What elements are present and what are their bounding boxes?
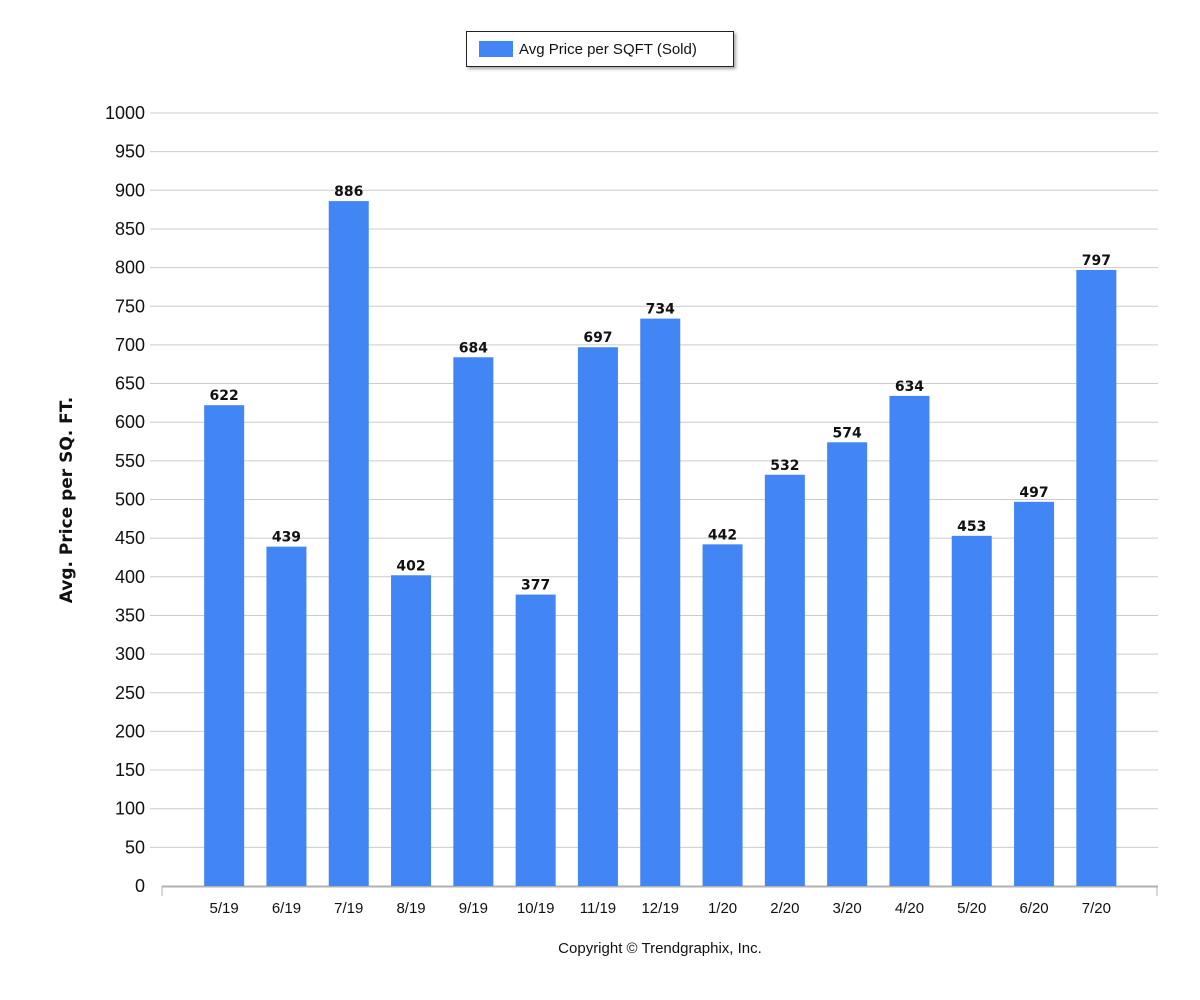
x-tick-label: 12/19 <box>641 900 679 917</box>
x-tick-label: 1/20 <box>708 900 737 917</box>
y-tick-label: 350 <box>115 605 145 625</box>
data-label: 886 <box>334 184 363 200</box>
data-label: 634 <box>895 379 924 395</box>
chart-legend: Avg Price per SQFT (Sold) <box>466 31 734 67</box>
data-label: 439 <box>272 530 301 546</box>
bar-11-19 <box>577 347 618 886</box>
bar-12-19 <box>640 318 681 886</box>
y-tick-label: 200 <box>115 721 145 741</box>
x-tick-label: 7/20 <box>1082 900 1111 917</box>
y-tick-label: 900 <box>115 180 145 200</box>
y-tick-labels: 0 50 100 150 200 250 300 350 400 450 500 550 600 650 7… <box>105 103 145 896</box>
bar-7-19 <box>328 201 369 886</box>
data-label: 622 <box>210 388 239 404</box>
bar-6-19 <box>266 546 307 886</box>
y-tick-label: 300 <box>115 644 145 664</box>
y-tick-label: 600 <box>115 412 145 432</box>
data-label: 442 <box>708 527 737 543</box>
x-tick-label: 5/19 <box>210 900 239 917</box>
y-tick-label: 1000 <box>105 103 145 123</box>
bar-8-19 <box>391 575 432 886</box>
x-tick-label: 11/19 <box>580 900 616 917</box>
legend-swatch <box>479 41 513 57</box>
y-tick-label: 800 <box>115 258 145 278</box>
bar-1-20 <box>702 544 743 886</box>
legend-label: Avg Price per SQFT (Sold) <box>519 40 697 58</box>
y-tick-label: 150 <box>115 760 145 780</box>
x-tick-label: 2/20 <box>770 900 799 917</box>
y-tick-label: 50 <box>125 837 145 857</box>
data-label: 532 <box>770 458 799 474</box>
y-tick-label: 950 <box>115 142 145 162</box>
x-tick-label: 8/19 <box>396 900 425 917</box>
x-tick-label: 9/19 <box>459 900 488 917</box>
data-label: 697 <box>583 330 612 346</box>
y-tick-label: 100 <box>115 799 145 819</box>
data-label: 684 <box>459 340 488 356</box>
bar-2-20 <box>764 474 805 886</box>
bars <box>204 201 1117 886</box>
x-tick-label: 6/20 <box>1019 900 1048 917</box>
data-label: 797 <box>1082 253 1111 269</box>
y-tick-label: 750 <box>115 296 145 316</box>
y-tick-label: 400 <box>115 567 145 587</box>
data-label: 574 <box>833 425 862 441</box>
copyright-footer: Copyright © Trendgraphix, Inc. <box>558 940 762 957</box>
y-tick-label: 450 <box>115 528 145 548</box>
data-labels: 622 439 886 402 684 377 697 734 442 532 574 634 453 4… <box>210 184 1111 593</box>
y-tick-label: 0 <box>135 876 145 896</box>
y-tick-label: 650 <box>115 374 145 394</box>
y-tick-label: 850 <box>115 219 145 239</box>
bar-5-19 <box>204 405 245 886</box>
x-tick-label: 10/19 <box>517 900 555 917</box>
x-tick-labels: 5/19 6/19 7/19 8/19 9/19 10/19 11/19 12/19 1/20 2… <box>210 900 1111 917</box>
bar-7-20 <box>1076 269 1117 886</box>
bar-5-20 <box>951 535 992 886</box>
bar-10-19 <box>515 594 556 886</box>
x-tick-label: 3/20 <box>833 900 862 917</box>
data-label: 402 <box>396 558 425 574</box>
bar-4-20 <box>889 395 930 886</box>
y-tick-label: 700 <box>115 335 145 355</box>
x-tick-label: 4/20 <box>895 900 924 917</box>
axes <box>161 885 1158 896</box>
bar-3-20 <box>827 442 868 886</box>
data-label: 734 <box>646 302 675 318</box>
y-tick-label: 250 <box>115 683 145 703</box>
x-tick-label: 6/19 <box>272 900 301 917</box>
data-label: 497 <box>1019 485 1048 501</box>
bar-9-19 <box>453 357 494 886</box>
data-label: 377 <box>521 578 550 594</box>
x-tick-label: 5/20 <box>957 900 986 917</box>
x-tick-label: 7/19 <box>334 900 363 917</box>
bar-6-20 <box>1014 501 1055 886</box>
y-tick-label: 550 <box>115 451 145 471</box>
y-tick-label: 500 <box>115 490 145 510</box>
data-label: 453 <box>957 519 986 535</box>
